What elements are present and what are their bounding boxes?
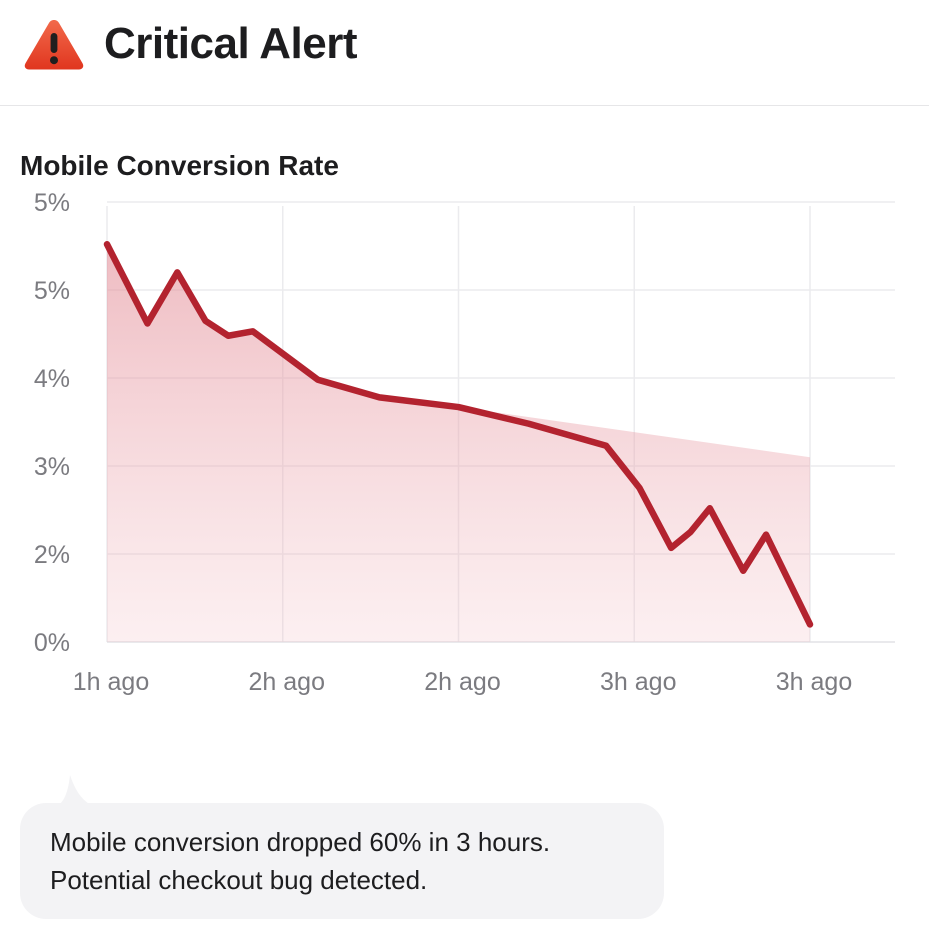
alert-header: Critical Alert xyxy=(0,0,929,106)
x-tick-label: 2h ago xyxy=(249,668,325,696)
y-tick-label: 5% xyxy=(34,277,70,305)
x-tick-label: 3h ago xyxy=(776,668,852,696)
y-tick-label: 4% xyxy=(34,365,70,393)
chart-title: Mobile Conversion Rate xyxy=(20,150,339,181)
conversion-rate-chart: 0% 2% 3% 4% 5% 5% 1h ago 2h ago 2h ago 3h ago 3h … xyxy=(34,189,895,696)
y-tick-label: 0% xyxy=(34,629,70,657)
x-axis-ticks: 1h ago 2h ago 2h ago 3h ago 3h ago xyxy=(73,668,852,696)
warning-icon xyxy=(24,20,84,70)
message-line-2: Potential checkout bug detected. xyxy=(50,865,428,895)
alert-title: Critical Alert xyxy=(104,19,358,68)
x-tick-label: 2h ago xyxy=(424,668,500,696)
y-tick-label: 3% xyxy=(34,453,70,481)
x-tick-label: 1h ago xyxy=(73,668,149,696)
message-bubble: Mobile conversion dropped 60% in 3 hours… xyxy=(20,803,664,919)
y-axis-ticks: 0% 2% 3% 4% 5% 5% xyxy=(34,189,70,657)
chart-line-series xyxy=(103,240,814,628)
x-tick-label: 3h ago xyxy=(600,668,676,696)
message-bubble-tail xyxy=(52,775,96,807)
chart-area-fill xyxy=(107,244,810,642)
y-tick-label: 5% xyxy=(34,189,70,217)
y-tick-label: 2% xyxy=(34,541,70,569)
message-line-1: Mobile conversion dropped 60% in 3 hours… xyxy=(50,827,551,857)
area-fill-shape xyxy=(107,244,810,642)
series-line-0 xyxy=(103,240,814,628)
